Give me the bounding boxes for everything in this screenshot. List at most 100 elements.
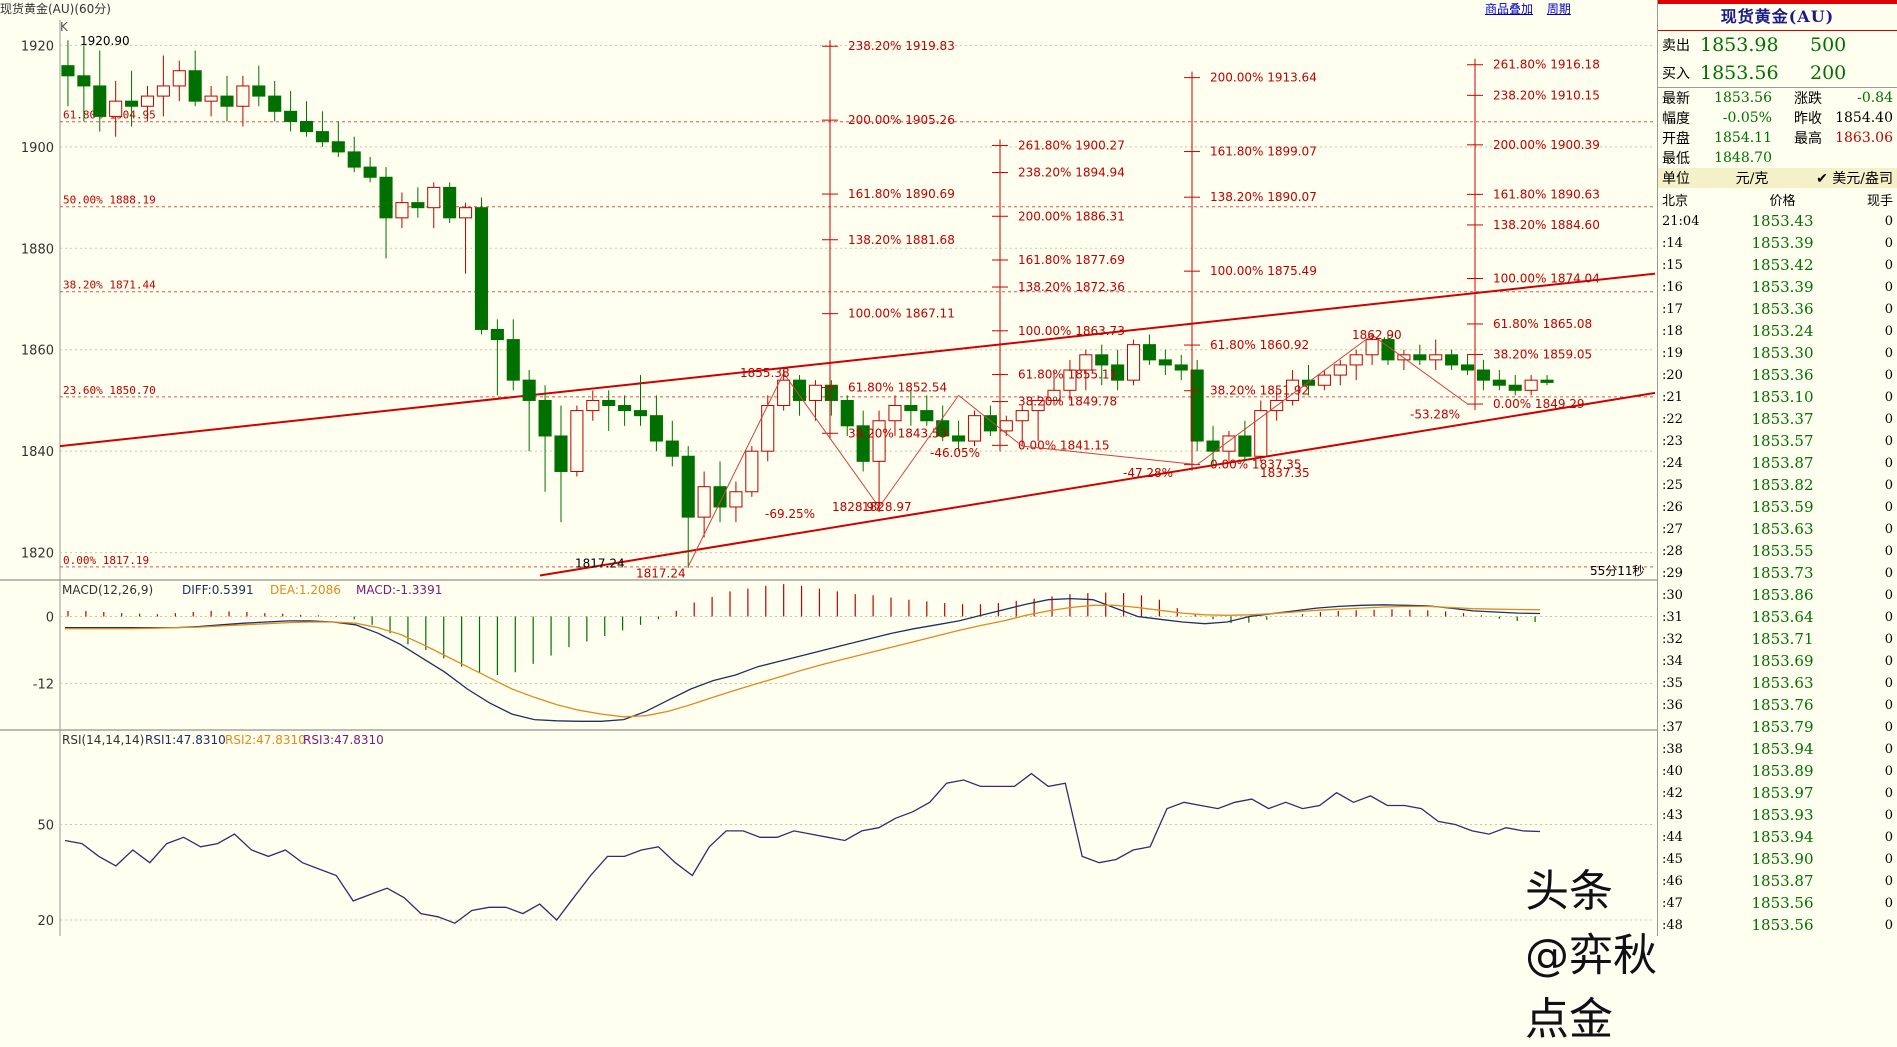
candle-body (522, 379, 536, 401)
stat-label: 开盘 (1662, 131, 1690, 147)
tick-price: 1853.39 (1751, 234, 1814, 252)
unit-row: 单位 元/克 ✔ 美元/盎司 (1658, 168, 1897, 188)
tick-row: :14 1853.39 0 (1658, 232, 1897, 254)
high-label: 1920.90 (80, 34, 130, 48)
tick-time: :42 (1662, 785, 1683, 801)
tick-price: 1853.63 (1751, 674, 1814, 692)
macd-value: MACD:-1.3391 (356, 583, 442, 597)
tick-time: :14 (1662, 235, 1683, 251)
tick-price: 1853.37 (1751, 410, 1814, 428)
tick-volume: 0 (1884, 521, 1893, 537)
tick-row: :18 1853.24 0 (1658, 320, 1897, 342)
col-time-header: 北京 (1662, 193, 1689, 209)
candle-body (761, 405, 775, 452)
tick-volume: 0 (1884, 389, 1893, 405)
buy-label: 买入 (1662, 66, 1690, 82)
stat-value: 1863.06 (1835, 130, 1893, 146)
candle-body (538, 399, 552, 437)
tick-price: 1853.24 (1751, 322, 1814, 340)
projection-label: 100.00% 1863.73 (1018, 324, 1125, 338)
tick-volume: 0 (1884, 345, 1893, 361)
tick-time: :17 (1662, 301, 1683, 317)
tick-price: 1853.82 (1751, 476, 1814, 494)
stat-label: 最新 (1662, 91, 1690, 107)
candle-body (252, 85, 266, 97)
tick-price: 1853.86 (1751, 586, 1814, 604)
swing-line (1022, 445, 1198, 466)
swing-label: -46.05% (930, 446, 980, 460)
stat-value: -0.84 (1857, 90, 1893, 106)
candle-body (109, 100, 123, 117)
projection-label: 200.00% 1886.31 (1018, 209, 1125, 223)
tick-row: :34 1853.69 0 (1658, 650, 1897, 672)
candle-body (1190, 369, 1204, 442)
candle-body (474, 207, 489, 330)
stat-label: 幅度 (1662, 111, 1690, 127)
macd-dea-value: DEA:1.2086 (270, 583, 341, 597)
tick-time: :28 (1662, 543, 1683, 559)
projection-label: 161.80% 1890.69 (848, 187, 955, 201)
stat-label: 最低 (1662, 151, 1690, 167)
candle-body (856, 425, 870, 462)
tick-row: :27 1853.63 0 (1658, 518, 1897, 540)
macd-label: MACD(12,26,9) (62, 583, 153, 597)
candle-body (236, 85, 250, 107)
tick-list[interactable]: 21:04 1853.43 0:14 1853.39 0:15 1853.42 0:16 18… (1658, 210, 1897, 936)
tick-row: :44 1853.94 0 (1658, 826, 1897, 848)
candle-body (681, 455, 695, 518)
tick-volume: 0 (1884, 367, 1893, 383)
quote-stat-row: 开盘 1854.11 最高 1863.06 (1658, 128, 1897, 148)
unit-alt-toggle[interactable]: ✔ 美元/盎司 (1816, 171, 1893, 187)
candle-body (729, 491, 743, 508)
tick-row: :28 1853.55 0 (1658, 540, 1897, 562)
tick-price: 1853.89 (1751, 762, 1814, 780)
tick-volume: 0 (1884, 213, 1893, 229)
tick-price: 1853.79 (1751, 718, 1814, 736)
tick-row: :19 1853.30 0 (1658, 342, 1897, 364)
tick-row: :46 1853.87 0 (1658, 870, 1897, 892)
projection-label: 100.00% 1867.11 (848, 307, 955, 321)
candle-body (1476, 369, 1490, 381)
stat-label: 昨收 (1794, 111, 1822, 127)
projection-label: 61.80% 1855.11 (1018, 368, 1117, 382)
tick-volume: 0 (1884, 301, 1893, 317)
tick-volume: 0 (1884, 763, 1893, 779)
rsi3-value: RSI3:47.8310 (303, 733, 384, 747)
tick-price: 1853.69 (1751, 652, 1814, 670)
tick-price: 1853.10 (1751, 388, 1814, 406)
candle-body (1047, 389, 1061, 401)
quote-stat-row: 最新 1853.56 涨跌 -0.84 (1658, 88, 1897, 108)
projection-label: 61.80% 1860.92 (1210, 338, 1309, 352)
tick-volume: 0 (1884, 477, 1893, 493)
price-tick-label: 1820 (21, 547, 54, 562)
candle-body (983, 415, 997, 432)
projection-label: 100.00% 1875.49 (1210, 264, 1317, 278)
period-button[interactable]: 周期 (1546, 2, 1571, 16)
rsi-tick-label: 20 (37, 914, 54, 929)
stat-label: 最高 (1794, 131, 1822, 147)
price-tick-label: 1920 (21, 39, 54, 54)
unit-value[interactable]: 元/克 (1735, 171, 1769, 187)
candle-body (395, 202, 409, 219)
tick-time: :22 (1662, 411, 1683, 427)
macd-tick-label: 0 (46, 610, 54, 625)
chart-area[interactable]: 1920 1900 1880 1860 1840 1820 61.80% 1904.95 50… (0, 0, 1657, 1045)
tick-row: :32 1853.71 0 (1658, 628, 1897, 650)
tick-row: :17 1853.36 0 (1658, 298, 1897, 320)
tick-price: 1853.76 (1751, 696, 1814, 714)
projection-label: 61.80% 1852.54 (848, 381, 947, 395)
candle-body (840, 399, 854, 427)
tick-time: :24 (1662, 455, 1683, 471)
tick-volume: 0 (1884, 235, 1893, 251)
projection-label: 261.80% 1900.27 (1018, 138, 1125, 152)
candle-body (904, 405, 918, 412)
tick-row: :37 1853.79 0 (1658, 716, 1897, 738)
tick-volume: 0 (1884, 587, 1893, 603)
candle-body (1126, 344, 1141, 381)
stat-value: 1853.56 (1714, 90, 1772, 106)
candle-body (220, 95, 234, 107)
quote-title: 现货黄金(AU) (1658, 4, 1897, 31)
overlay-button[interactable]: 商品叠加 (1485, 2, 1534, 16)
swing-label: 1837.35 (1260, 466, 1310, 480)
